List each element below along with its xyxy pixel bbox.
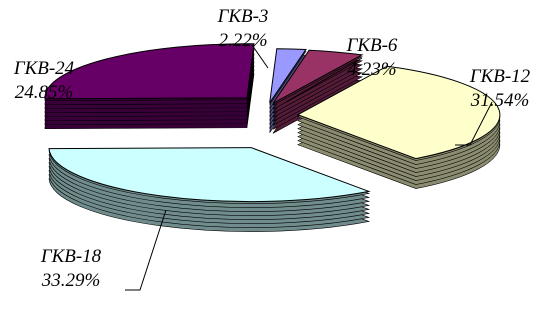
pie-slice-3 — [296, 65, 501, 160]
pie-slice-4 — [48, 147, 371, 203]
slice-percent-1: 2.22% — [218, 30, 267, 51]
leader-line-4 — [125, 209, 167, 291]
slice-percent-3: 31.54% — [470, 90, 530, 111]
pie-slice-tops — [44, 43, 501, 203]
pie-slice-1 — [269, 48, 307, 103]
pie-slice-2 — [272, 49, 364, 104]
slice-label-3: ГКВ-12 — [469, 66, 531, 87]
slice-label-2: ГКВ-6 — [346, 35, 398, 56]
leader-line-2 — [285, 57, 363, 103]
slice-labels: ГКВ-3 2.22% ГКВ-6 4.23% ГКВ-12 31.54% ГКВ-18 33… — [13, 6, 531, 291]
slice-percent-4: 33.29% — [41, 270, 101, 291]
slice-label-5: ГКВ-24 — [13, 58, 75, 79]
leader-line-3 — [455, 101, 493, 146]
slice-percent-5: 24.85% — [15, 82, 74, 103]
slice-label-1: ГКВ-3 — [217, 6, 269, 27]
pie-slice-5 — [44, 43, 255, 100]
leader-line-1 — [251, 44, 269, 69]
slice-percent-2: 4.23% — [347, 59, 396, 80]
leader-lines — [125, 44, 493, 291]
slice-label-4: ГКВ-18 — [40, 246, 102, 267]
